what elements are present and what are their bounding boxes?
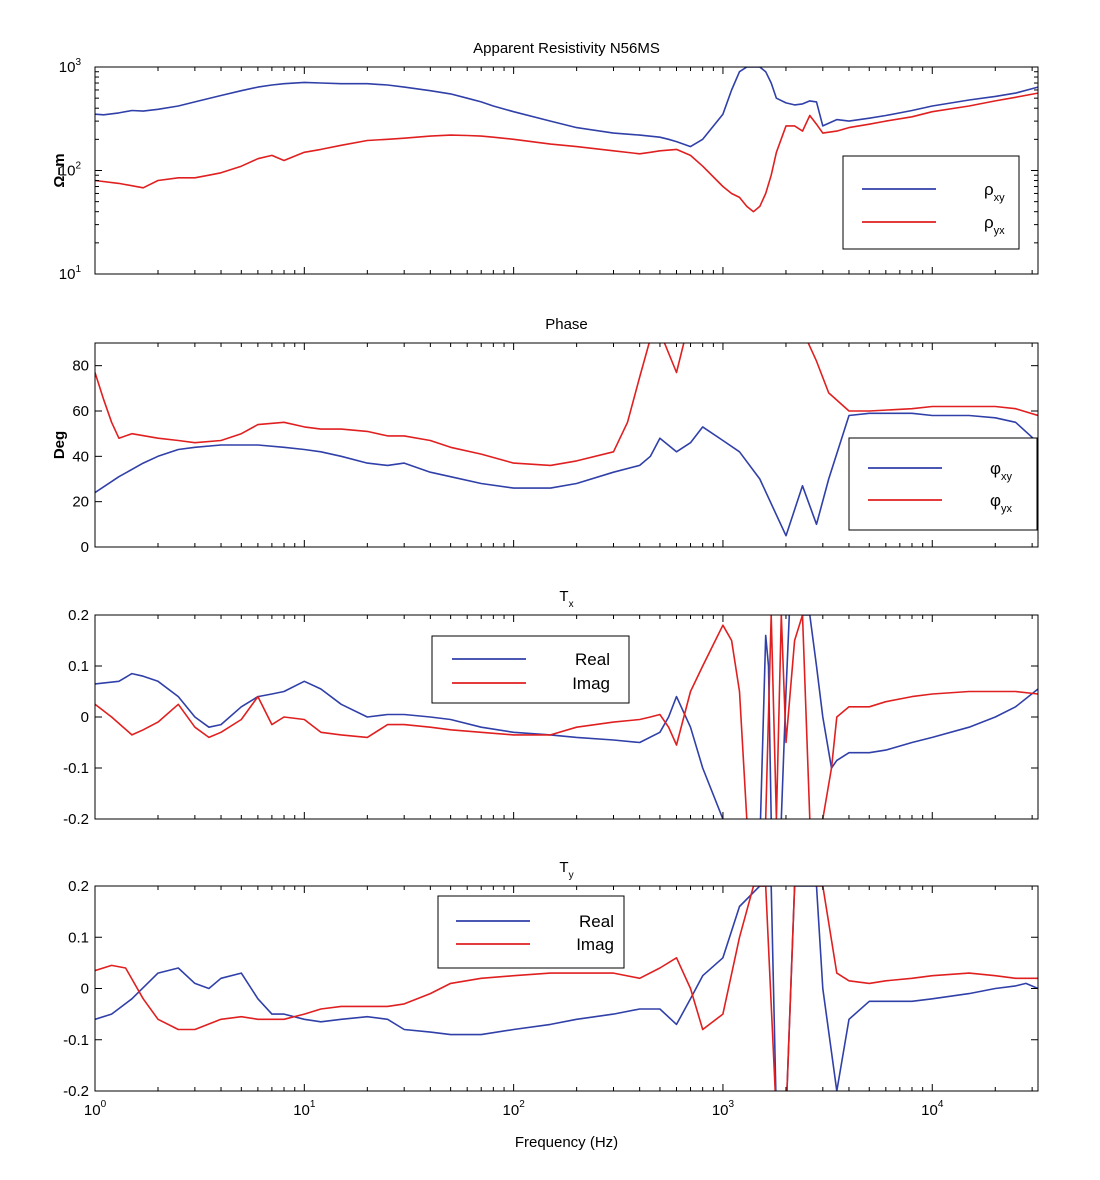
legend-label: Real xyxy=(579,912,614,931)
legend-box xyxy=(437,895,625,969)
legend-label: φxy xyxy=(990,459,1013,483)
series-line-phase-yx xyxy=(95,343,1038,467)
legend-label: ρxy xyxy=(984,180,1005,204)
y-axis-label: Ω−m xyxy=(51,153,68,187)
panel-rho: 101 102 103 Apparent Resistivity N56MS Ω−m ρx… xyxy=(51,40,1039,283)
legend-box xyxy=(848,437,1038,531)
legend: Real Imag xyxy=(431,635,630,704)
y-tick-label: 101 xyxy=(59,264,82,283)
y-tick-label: 0.1 xyxy=(68,658,89,675)
y-tick-label: 80 xyxy=(72,358,89,375)
y-tick-label: 0 xyxy=(81,981,89,998)
panel-tx: -0.2 -0.1 0 0.1 0.2 Tx Real Imag xyxy=(63,588,1039,828)
y-tick-label: 60 xyxy=(72,403,89,420)
legend-label: φyx xyxy=(990,491,1013,515)
y-tick-label: 0 xyxy=(81,539,89,556)
y-tick-label: -0.2 xyxy=(63,1083,89,1100)
series-line-rho-xy xyxy=(95,67,1038,148)
y-tick-label: 0.2 xyxy=(68,878,89,895)
panel-phase: 0 20 40 60 80 Phase Deg φxy φyx xyxy=(51,316,1039,556)
series-line-ty-real xyxy=(95,886,1038,1091)
x-tick-label: 101 xyxy=(293,1099,316,1119)
y-tick-label: -0.1 xyxy=(63,760,89,777)
y-tick-label: 20 xyxy=(72,494,89,511)
panel-title: Tx xyxy=(559,588,573,610)
y-tick-label: -0.1 xyxy=(63,1032,89,1049)
x-axis-label: Frequency (Hz) xyxy=(515,1134,618,1151)
legend: Real Imag xyxy=(437,895,625,969)
y-tick-label: -0.2 xyxy=(63,811,89,828)
y-tick-label: 0 xyxy=(81,709,89,726)
x-tick-label: 103 xyxy=(712,1099,735,1119)
legend: φxy φyx xyxy=(848,437,1038,531)
axes-frame xyxy=(94,342,1039,548)
y-tick-label: 40 xyxy=(72,448,89,465)
x-tick-label: 104 xyxy=(921,1099,944,1119)
panel-title: Apparent Resistivity N56MS xyxy=(473,40,660,57)
legend-box xyxy=(431,635,630,704)
series-line-tx-real xyxy=(95,615,1038,819)
legend-label: Imag xyxy=(576,935,614,954)
panel-title: Phase xyxy=(545,316,588,333)
legend-label: Imag xyxy=(572,674,610,693)
y-tick-label: 0.2 xyxy=(68,607,89,624)
y-tick-label: 0.1 xyxy=(68,929,89,946)
series-line-tx-imag xyxy=(95,615,1038,819)
x-tick-label: 100 xyxy=(84,1099,107,1119)
panel-ty: -0.2 -0.1 0 0.1 0.2 100 101 102 103 104 Ty Frequenc… xyxy=(63,859,1039,1151)
series-line-phase-xy xyxy=(95,412,1038,537)
legend: ρxy ρyx xyxy=(842,155,1020,250)
panel-title: Ty xyxy=(559,859,573,881)
legend-label: ρyx xyxy=(984,213,1005,237)
x-tick-label: 102 xyxy=(503,1099,526,1119)
y-tick-label: 103 xyxy=(59,57,82,76)
series-line-rho-yx xyxy=(95,92,1038,213)
series-line-ty-imag xyxy=(95,886,1038,1091)
y-tick-label: 102 xyxy=(59,161,82,180)
legend-box xyxy=(842,155,1020,250)
y-axis-label: Deg xyxy=(51,431,68,459)
legend-label: Real xyxy=(575,650,610,669)
